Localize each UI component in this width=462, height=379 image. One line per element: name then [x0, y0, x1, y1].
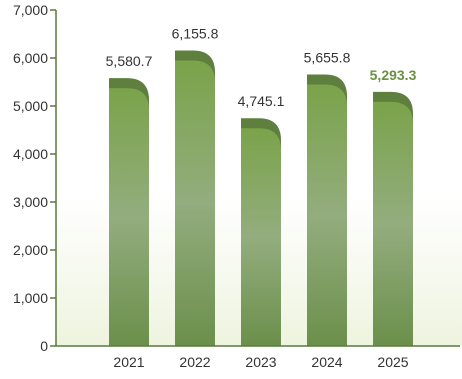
- x-tick-label-2021: 2021: [113, 354, 144, 370]
- bar-2025: [373, 101, 413, 346]
- y-tick-label-1000: 1,000: [13, 290, 48, 306]
- axis-layer: 0 1,000 2,000 3,000 4,000 5,000 6,000 7,000: [13, 2, 460, 354]
- y-tick-label-6000: 6,000: [13, 50, 48, 66]
- y-tick-label-4000: 4,000: [13, 146, 48, 162]
- x-tick-label-2025: 2025: [377, 354, 408, 370]
- y-tick-label-0: 0: [40, 338, 48, 354]
- data-label-2024: 5,655.8: [304, 50, 351, 66]
- bar-2024: [307, 84, 347, 346]
- y-tick-label-2000: 2,000: [13, 242, 48, 258]
- data-label-2021: 5,580.7: [106, 53, 153, 69]
- y-tick-label-5000: 5,000: [13, 98, 48, 114]
- bar-2021: [109, 88, 149, 346]
- x-tick-label-2022: 2022: [179, 354, 210, 370]
- bar-2023: [241, 128, 281, 346]
- y-tick-label-7000: 7,000: [13, 2, 48, 18]
- bar-2022: [175, 60, 215, 346]
- x-tick-label-2023: 2023: [245, 354, 276, 370]
- x-tick-label-2024: 2024: [311, 354, 342, 370]
- data-label-2023: 4,745.1: [238, 93, 285, 109]
- data-label-2025: 5,293.3: [370, 67, 417, 83]
- bars-layer: [109, 50, 413, 346]
- data-label-2022: 6,155.8: [172, 26, 219, 42]
- y-tick-label-3000: 3,000: [13, 194, 48, 210]
- labels-layer: 5,580.7 2021 6,155.8 2022 4,745.1 2023 5,655.8…: [106, 26, 417, 370]
